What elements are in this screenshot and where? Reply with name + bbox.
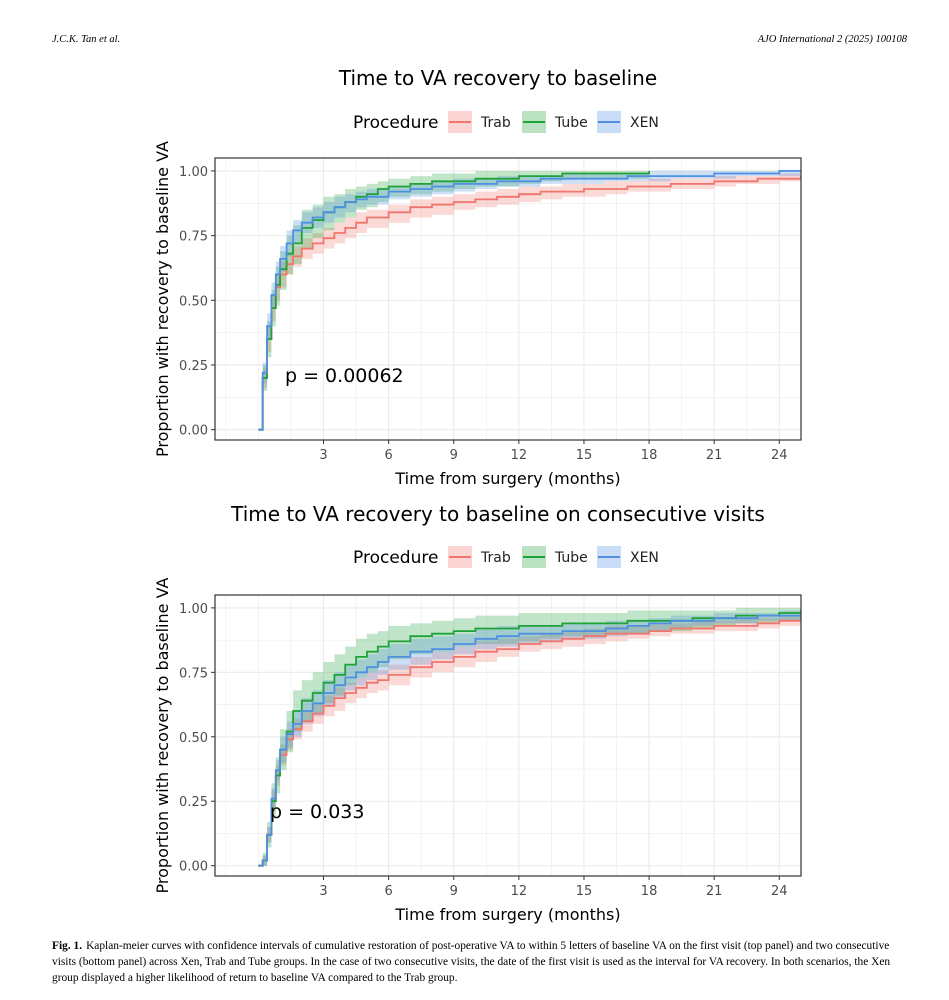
running-header: J.C.K. Tan et al. AJO International 2 (2… [52,34,907,50]
x-tick-label: 18 [641,884,658,899]
caption-label: Fig. 1. [52,940,83,952]
chart-title: Time to VA recovery to baseline on conse… [230,502,765,526]
x-tick-label: 18 [641,448,658,463]
km-line-xen [258,613,801,867]
x-tick-label: 12 [511,448,528,463]
x-tick-label: 24 [771,448,788,463]
x-tick-label: 12 [511,884,528,899]
y-tick-label: 0.75 [179,230,208,245]
legend-title: Procedure [353,548,438,568]
y-tick-label: 1.00 [179,602,208,617]
running-header-journal: AJO International 2 (2025) 100108 [757,34,907,45]
legend-label-trab: Trab [480,550,511,566]
y-tick-label: 0.00 [179,860,208,875]
x-tick-label: 6 [384,884,392,899]
y-tick-label: 0.50 [179,731,208,746]
plot-series [258,607,801,867]
legend-label-tube: Tube [554,115,588,131]
x-tick-label: 15 [576,448,593,463]
legend: Procedure Trab Tube XEN [353,546,659,568]
figure-caption: Fig. 1. Kaplan-meier curves with confiden… [52,938,908,986]
plot-area [215,158,801,440]
x-tick-label: 3 [319,884,327,899]
legend: Procedure Trab Tube XEN [353,111,659,133]
y-tick-label: 0.50 [179,294,208,309]
y-axis-label: Proportion with recovery to baseline VA [153,578,172,894]
grid [215,595,801,876]
chart-panel-2: Time to VA recovery to baseline on conse… [153,502,802,924]
legend-label-tube: Tube [554,550,588,566]
legend-label-trab: Trab [480,115,511,131]
plot-series [258,170,801,431]
grid [215,158,801,440]
x-axis-label: Time from surgery (months) [394,905,620,924]
km-line-xen [258,170,801,431]
panel-border [214,594,802,877]
chart-panel-1: Time to VA recovery to baseline Procedure… [153,66,802,488]
y-tick-label: 0.75 [179,666,208,681]
x-tick-label: 9 [450,884,458,899]
km-line-trab [258,176,801,431]
x-tick-label: 24 [771,884,788,899]
y-tick-label: 0.25 [179,795,208,810]
plot-area [215,595,801,876]
km-line-trab [258,619,801,867]
x-tick-label: 21 [706,884,723,899]
legend-title: Procedure [353,113,438,133]
running-header-authors: J.C.K. Tan et al. [52,34,121,45]
p-value-annotation: p = 0.033 [270,801,364,823]
panel-border [214,157,802,441]
legend-label-xen: XEN [630,550,659,566]
x-tick-label: 9 [450,448,458,463]
x-tick-label: 21 [706,448,723,463]
y-axis-label: Proportion with recovery to baseline VA [153,141,172,457]
legend-label-xen: XEN [630,115,659,131]
ci-band-trab [258,615,801,866]
x-axis-label: Time from surgery (months) [394,469,620,488]
x-tick-label: 15 [576,884,593,899]
p-value-annotation: p = 0.00062 [285,365,404,387]
chart-title: Time to VA recovery to baseline [338,66,657,90]
y-tick-label: 0.00 [179,424,208,439]
y-tick-label: 1.00 [179,165,208,180]
kaplan-meier-figure: Time to VA recovery to baseline Procedure… [153,66,802,924]
y-tick-label: 0.25 [179,359,208,374]
caption-text: Kaplan-meier curves with confidence inte… [52,940,891,984]
x-tick-label: 3 [319,448,327,463]
x-tick-label: 6 [384,448,392,463]
